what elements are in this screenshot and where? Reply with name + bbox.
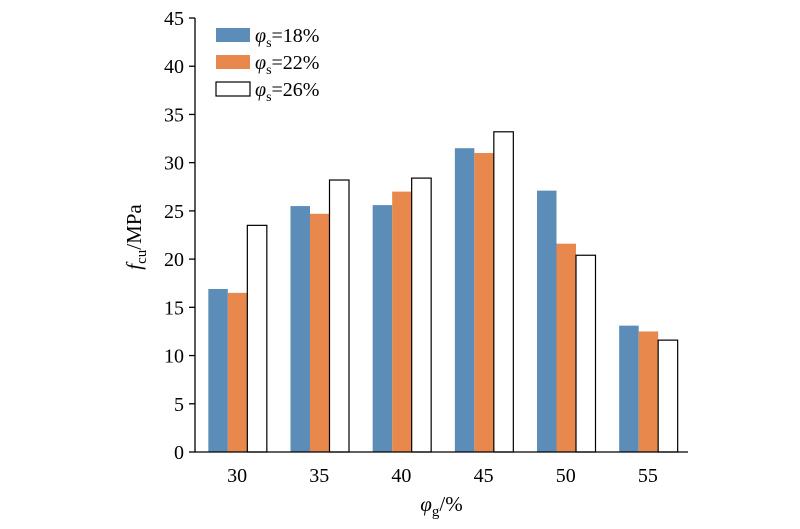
bar: [392, 191, 412, 452]
bar: [208, 289, 228, 452]
bar: [556, 243, 576, 452]
x-axis-title: φg/%: [420, 492, 462, 520]
x-tick-label: 55: [638, 465, 658, 487]
y-tick-label: 10: [164, 346, 184, 368]
bar: [328, 179, 350, 453]
x-tick-label: 40: [391, 465, 411, 487]
x-tick-label: 30: [227, 465, 247, 487]
y-tick-label: 25: [164, 201, 184, 223]
y-tick-label: 15: [164, 297, 184, 319]
legend-label: φs=22%: [255, 52, 319, 78]
y-tick-label: 45: [164, 8, 184, 30]
bar: [657, 339, 679, 453]
y-ticks-group: 0 5 10 15 20 25 30 35 40 45: [164, 8, 195, 464]
bar: [227, 292, 248, 452]
y-tick-label: 35: [164, 104, 184, 126]
legend-swatch: [216, 55, 250, 69]
bar: [454, 148, 475, 452]
bar: [493, 131, 514, 453]
y-tick-label: 30: [164, 153, 184, 175]
bar: [411, 177, 432, 453]
bar: [372, 205, 393, 452]
bars-group: [208, 131, 679, 453]
bar: [310, 213, 330, 452]
bar: [638, 331, 659, 452]
bar: [619, 325, 639, 452]
bar: [290, 206, 310, 452]
bar: [575, 254, 597, 453]
y-tick-label: 20: [164, 249, 184, 271]
legend-swatch: [215, 81, 251, 97]
y-tick-label: 0: [174, 442, 184, 464]
bar: [246, 224, 268, 453]
x-tick-label: 45: [474, 465, 494, 487]
y-axis-title: fcu/MPa: [122, 204, 150, 270]
x-ticks-group: 30 35 40 45 50 55: [227, 465, 658, 487]
bar: [537, 190, 557, 452]
y-tick-label: 5: [174, 394, 184, 416]
legend-swatch: [216, 28, 250, 42]
legend-label: φs=18%: [255, 25, 319, 51]
y-tick-label: 40: [164, 56, 184, 78]
legend-label: φs=26%: [255, 79, 319, 105]
x-tick-label: 50: [556, 465, 576, 487]
bar: [474, 153, 494, 452]
x-tick-label: 35: [309, 465, 329, 487]
legend: φs=18%φs=22%φs=26%: [215, 25, 319, 105]
